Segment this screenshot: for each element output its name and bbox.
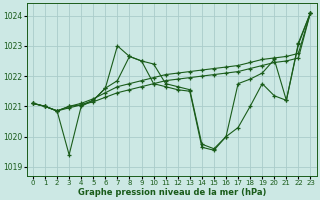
X-axis label: Graphe pression niveau de la mer (hPa): Graphe pression niveau de la mer (hPa) bbox=[77, 188, 266, 197]
